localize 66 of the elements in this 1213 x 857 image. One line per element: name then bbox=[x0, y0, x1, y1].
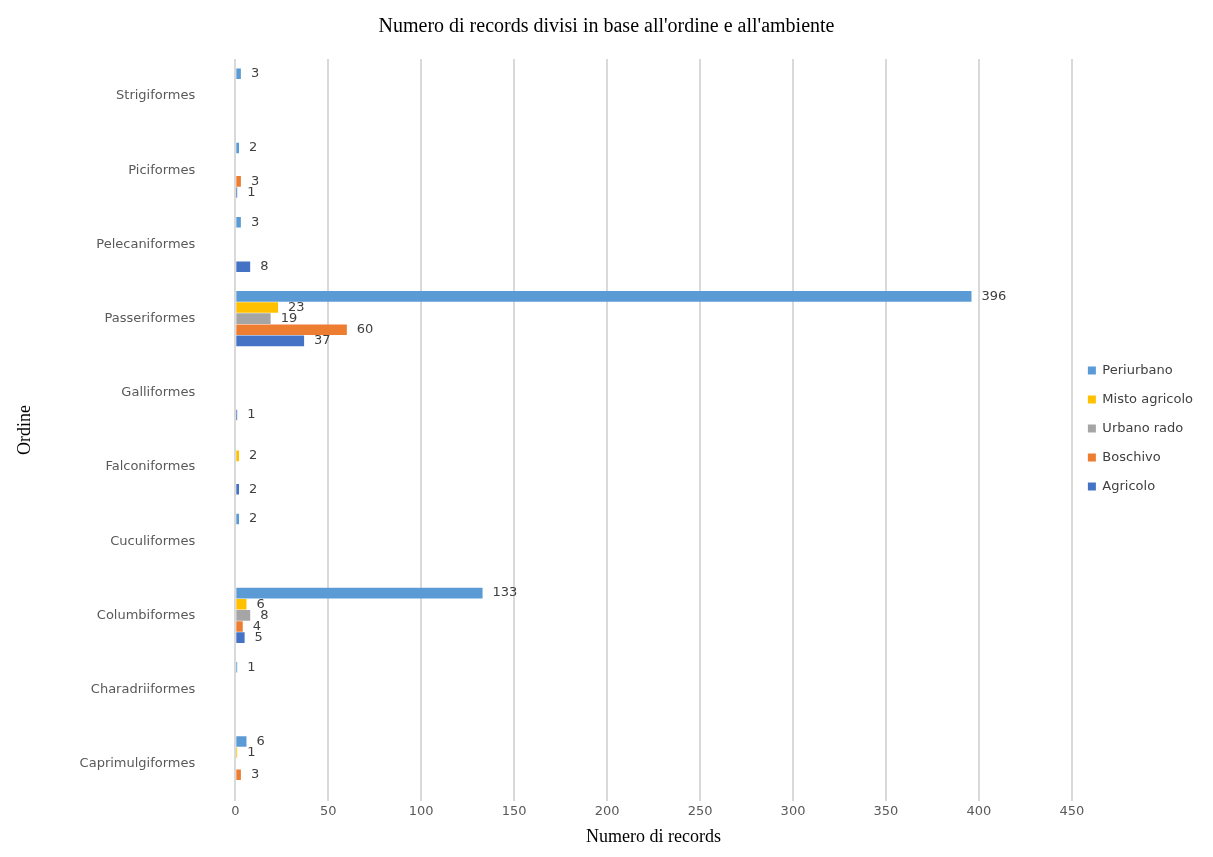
bar bbox=[236, 324, 347, 336]
bar bbox=[236, 335, 305, 347]
y-tick-label: Passeriformes bbox=[104, 310, 196, 326]
data-label: 37 bbox=[314, 332, 331, 348]
data-label: 3 bbox=[250, 766, 260, 782]
data-label: 396 bbox=[981, 287, 1007, 303]
y-axis-title: Ordine bbox=[13, 404, 34, 455]
y-tick-label: Pelecaniformes bbox=[96, 235, 196, 251]
x-tick-label: 400 bbox=[966, 802, 992, 818]
data-label: 2 bbox=[249, 510, 258, 526]
data-label: 8 bbox=[260, 258, 269, 274]
bar bbox=[236, 68, 241, 80]
bar bbox=[236, 587, 483, 599]
x-tick-label: 50 bbox=[319, 802, 337, 818]
x-tick-label: 450 bbox=[1059, 802, 1085, 818]
data-label: 3 bbox=[250, 65, 260, 81]
y-tick-label: Columbiformes bbox=[96, 606, 196, 622]
y-tick-label: Falconiformes bbox=[105, 458, 196, 474]
bar bbox=[236, 598, 247, 610]
data-label: 2 bbox=[249, 480, 258, 496]
x-tick-label: 0 bbox=[231, 802, 240, 818]
legend-label: Boschivo bbox=[1102, 448, 1161, 464]
data-label: 1 bbox=[247, 743, 256, 759]
data-label: 1 bbox=[247, 658, 256, 674]
bar bbox=[236, 632, 245, 643]
data-label: 1 bbox=[247, 406, 256, 422]
legend-label: Misto agricolo bbox=[1102, 390, 1194, 406]
bar bbox=[236, 302, 279, 313]
bar bbox=[236, 216, 241, 228]
x-tick-label: 200 bbox=[594, 802, 620, 818]
data-label: 3 bbox=[250, 172, 260, 188]
bar bbox=[236, 176, 241, 187]
bar bbox=[236, 261, 251, 272]
data-label: 133 bbox=[492, 584, 518, 600]
bar bbox=[236, 513, 240, 525]
data-label: 4 bbox=[252, 617, 262, 633]
y-tick-label: Cuculiformes bbox=[110, 532, 196, 548]
data-label: 2 bbox=[249, 447, 258, 463]
bar bbox=[236, 736, 247, 747]
x-axis-title: Numero di records bbox=[586, 825, 722, 846]
y-tick-label: Strigiformes bbox=[116, 87, 196, 103]
chart-title: Numero di records divisi in base all'ordine e all'ambiente bbox=[378, 14, 835, 37]
x-tick-label: 150 bbox=[501, 802, 527, 818]
x-tick-label: 300 bbox=[780, 802, 806, 818]
bar bbox=[236, 142, 240, 154]
y-tick-label: Charadriiformes bbox=[90, 680, 196, 696]
bar bbox=[236, 769, 241, 781]
legend-label: Agricolo bbox=[1102, 477, 1156, 493]
data-label: 60 bbox=[356, 321, 374, 337]
bar bbox=[236, 450, 240, 462]
data-label: 2 bbox=[249, 139, 258, 155]
bar bbox=[236, 621, 243, 632]
data-label: 3 bbox=[250, 213, 260, 229]
bar bbox=[236, 483, 240, 495]
legend-label: Periurbano bbox=[1102, 361, 1173, 377]
y-tick-label: Galliformes bbox=[121, 384, 196, 400]
legend-label: Urbano rado bbox=[1102, 419, 1184, 435]
data-label: 6 bbox=[256, 732, 265, 748]
y-tick-label: Piciformes bbox=[128, 161, 196, 177]
x-tick-label: 100 bbox=[408, 802, 434, 818]
x-tick-label: 350 bbox=[873, 802, 899, 818]
y-tick-label: Caprimulgiformes bbox=[79, 755, 196, 771]
bar bbox=[236, 291, 972, 302]
bar bbox=[236, 313, 271, 324]
x-tick-label: 250 bbox=[687, 802, 713, 818]
bar bbox=[236, 610, 251, 621]
